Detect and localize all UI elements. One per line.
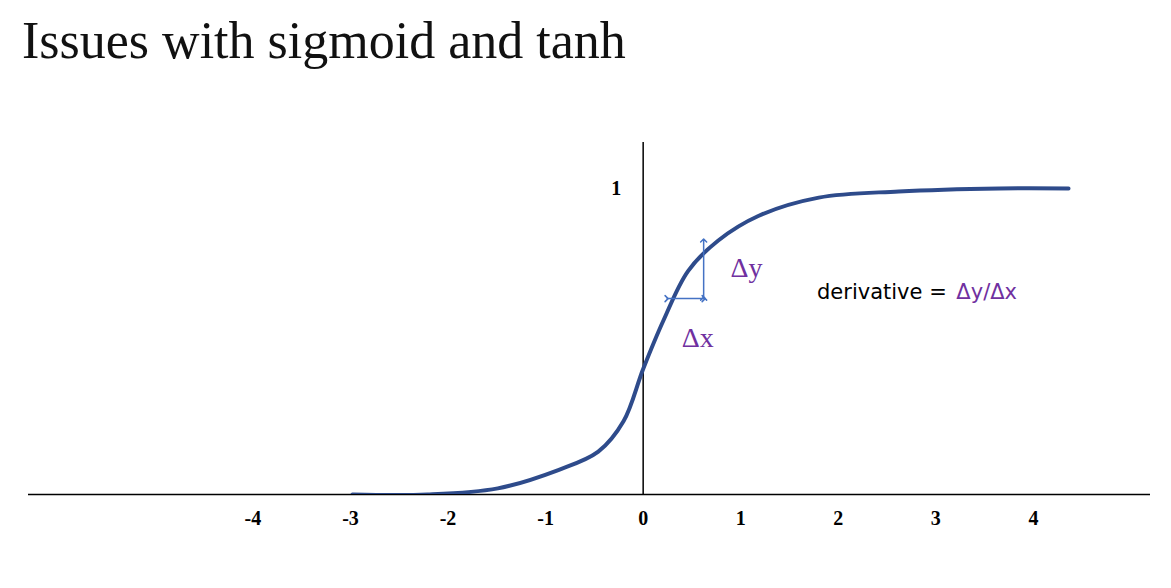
svg-text:1: 1: [611, 177, 621, 199]
svg-text:derivative =: derivative =: [817, 280, 953, 304]
svg-text:Δx: Δx: [682, 322, 714, 353]
svg-text:3: 3: [931, 507, 941, 529]
svg-text:Δy/Δx: Δy/Δx: [956, 280, 1017, 304]
svg-text:-4: -4: [245, 507, 262, 529]
svg-text:-2: -2: [440, 507, 457, 529]
svg-text:-3: -3: [342, 507, 359, 529]
svg-text:-1: -1: [537, 507, 554, 529]
svg-text:1: 1: [736, 507, 746, 529]
svg-text:4: 4: [1028, 507, 1038, 529]
svg-text:0: 0: [638, 507, 648, 529]
svg-text:Δy: Δy: [731, 252, 763, 283]
svg-text:2: 2: [833, 507, 843, 529]
html-text:Issues with sigmoid and tanh: Issues with sigmoid and tanh: [22, 12, 626, 69]
